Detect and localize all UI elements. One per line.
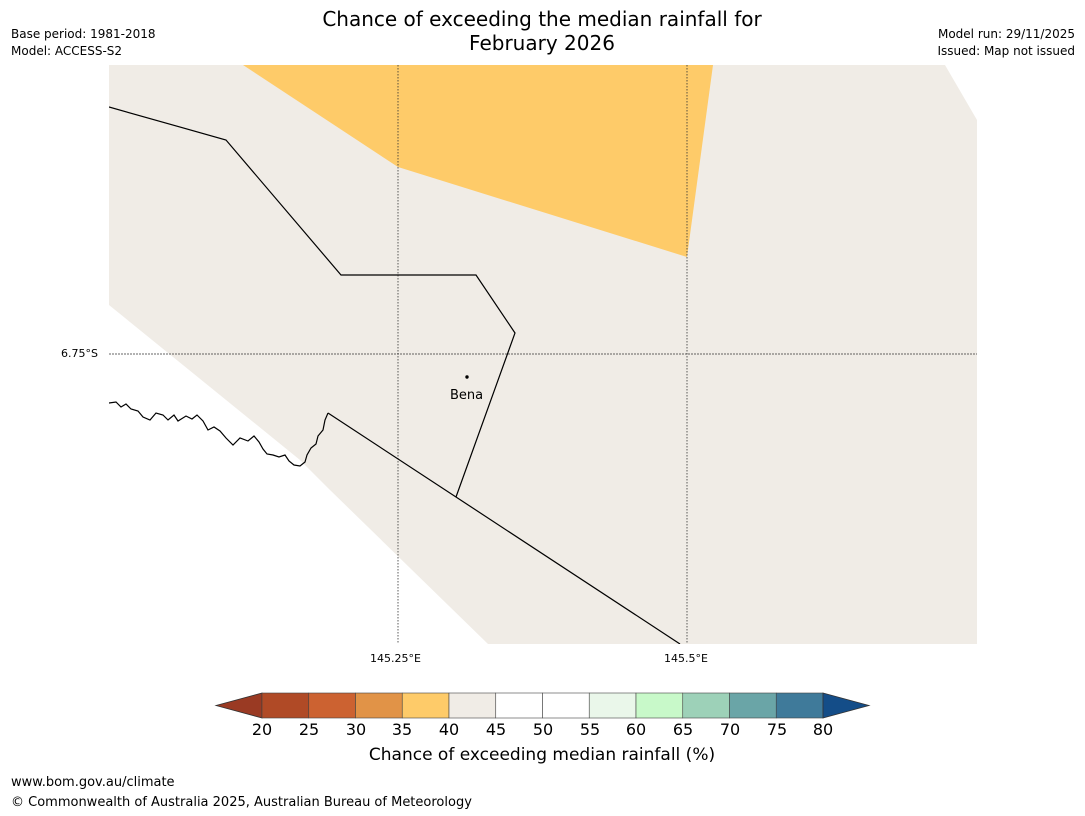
- colorbar-tick: 45: [485, 720, 507, 739]
- colorbar-tick: 30: [345, 720, 367, 739]
- title-line-1: Chance of exceeding the median rainfall …: [322, 7, 762, 31]
- colorbar-tick: 55: [579, 720, 601, 739]
- colorbar-segment: [588, 692, 637, 719]
- colorbar-tick: 35: [391, 720, 413, 739]
- issued-status: Issued: Map not issued: [937, 44, 1075, 58]
- longitude-label-145-5: 145.5°E: [664, 652, 708, 665]
- colorbar-segment: [542, 692, 590, 719]
- place-label-bena: Bena: [450, 388, 484, 403]
- colorbar-segment: [355, 692, 403, 719]
- model-info: Base period: 1981-2018 Model: ACCESS-S2: [11, 26, 156, 60]
- colorbar-tick: 75: [766, 720, 788, 739]
- colorbar-tick: 40: [438, 720, 460, 739]
- base-period: Base period: 1981-2018: [11, 27, 156, 41]
- colorbar-extension-low: [214, 692, 263, 719]
- run-info: Model run: 29/11/2025 Issued: Map not is…: [937, 26, 1075, 60]
- footer-website[interactable]: www.bom.gov.au/climate: [11, 775, 175, 790]
- colorbar-segment: [448, 692, 497, 719]
- colorbar-segment: [261, 692, 310, 719]
- coastline: [109, 401, 329, 467]
- colorbar-segment: [495, 692, 543, 719]
- colorbar-tick: 80: [812, 720, 834, 739]
- title-line-2: February 2026: [469, 31, 615, 55]
- footer-copyright: © Commonwealth of Australia 2025, Austra…: [11, 795, 472, 810]
- latitude-label: 6.75°S: [61, 347, 98, 360]
- colorbar-tick: 50: [532, 720, 554, 739]
- province-boundary-south: [327, 412, 681, 644]
- colorbar-tick: 20: [251, 720, 273, 739]
- bena-town-marker: [465, 375, 469, 379]
- map-title: Chance of exceeding the median rainfall …: [242, 7, 842, 55]
- colorbar-extension-high: [822, 692, 871, 719]
- land-region: [109, 65, 977, 644]
- colorbar-tick-labels: 20 25 30 35 40 45 50 55 60 65 70 75 80: [0, 720, 1085, 740]
- colorbar-tick: 60: [625, 720, 647, 739]
- colorbar-tick: 70: [719, 720, 741, 739]
- colorbar-tick: 65: [672, 720, 694, 739]
- colorbar-segment: [775, 692, 824, 719]
- colorbar: [214, 692, 871, 719]
- colorbar-segment: [401, 692, 450, 719]
- model-name: Model: ACCESS-S2: [11, 44, 123, 58]
- orange-rainfall-region: [243, 65, 713, 257]
- model-run: Model run: 29/11/2025: [937, 27, 1075, 41]
- colorbar-segment: [729, 692, 777, 719]
- province-boundary-north: [109, 106, 516, 498]
- colorbar-label: Chance of exceeding median rainfall (%): [368, 745, 716, 765]
- colorbar-segment: [682, 692, 730, 719]
- colorbar-segment: [635, 692, 684, 719]
- colorbar-segment: [308, 692, 356, 719]
- longitude-label-145-25: 145.25°E: [370, 652, 421, 665]
- colorbar-tick: 25: [298, 720, 320, 739]
